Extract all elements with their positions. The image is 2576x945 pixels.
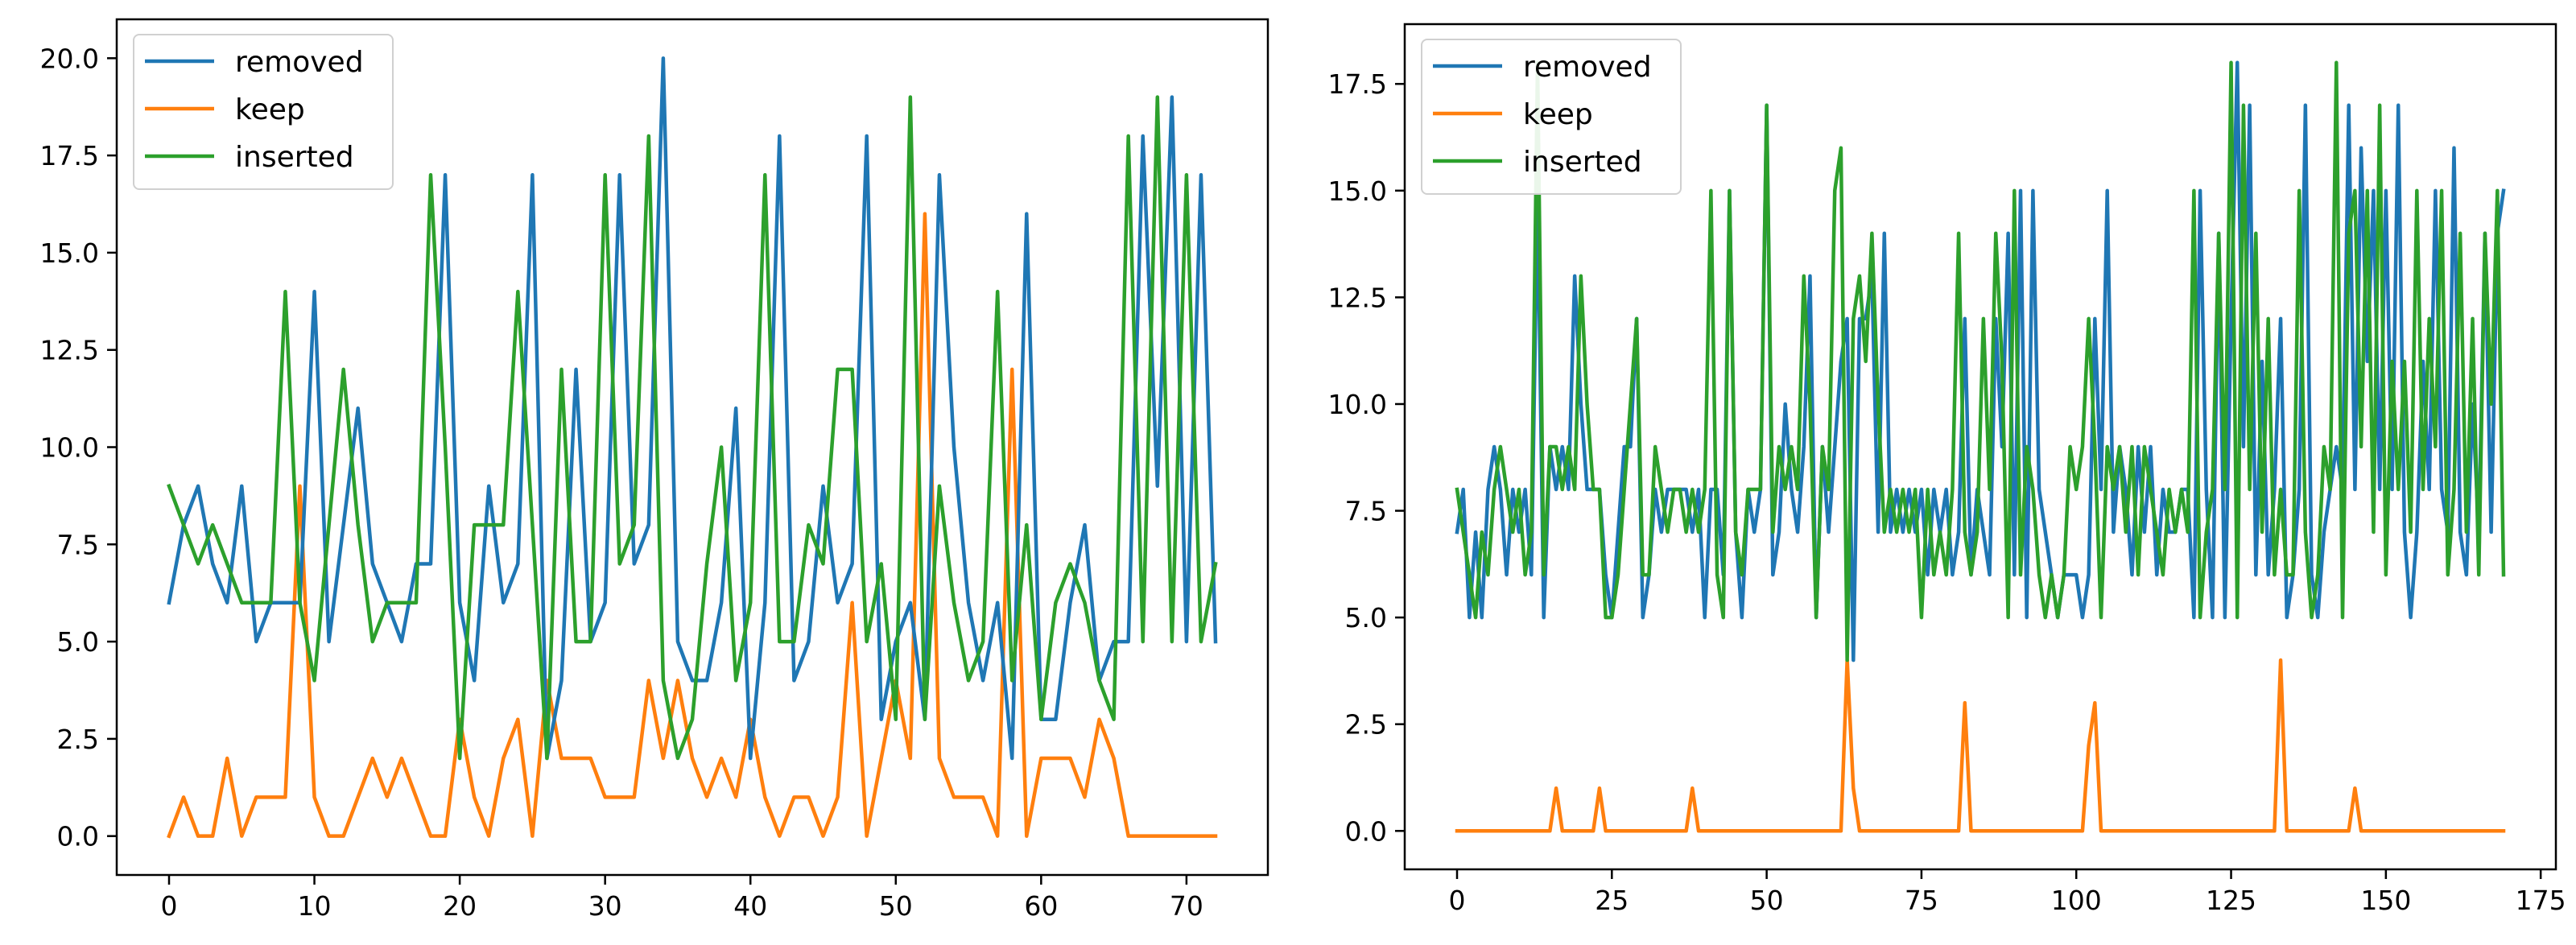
left-legend: removed keep inserted [133, 34, 394, 190]
left-y-tick-label: 17.5 [40, 140, 99, 171]
right-legend-label-removed: removed [1523, 51, 1652, 84]
right-legend: removed keep inserted [1421, 39, 1682, 195]
left-legend-label-removed: removed [235, 46, 364, 79]
right-x-tick-label: 125 [2206, 885, 2256, 916]
left-legend-box [133, 34, 394, 190]
left-chart: 0 10 20 30 40 50 60 70 0.0 2.5 5.0 7.5 10.0 12.5 15.0… [40, 18, 1269, 922]
right-legend-label-keep: keep [1523, 98, 1593, 131]
right-y-tick-label: 2.5 [1345, 709, 1387, 741]
left-y-tick-label: 0.0 [57, 821, 99, 852]
right-series-removed-line [1455, 60, 2506, 662]
right-x-tick-label: 50 [1750, 885, 1784, 916]
right-x-tick-label: 75 [1905, 885, 1938, 916]
left-y-tick-label: 10.0 [40, 432, 99, 464]
left-y-axis: 0.0 2.5 5.0 7.5 10.0 12.5 15.0 17.5 20.0 [40, 43, 117, 852]
right-x-tick-label: 25 [1595, 885, 1629, 916]
right-x-tick-label: 100 [2051, 885, 2102, 916]
right-x-axis: 0 25 50 75 100 125 150 175 [1449, 869, 2566, 916]
left-x-tick-label: 50 [879, 890, 913, 922]
right-legend-box [1421, 39, 1682, 195]
left-y-tick-label: 5.0 [57, 626, 99, 658]
right-series-keep-line [1455, 658, 2506, 833]
right-y-tick-label: 0.0 [1345, 815, 1387, 847]
right-y-axis: 0.0 2.5 5.0 7.5 10.0 12.5 15.0 17.5 [1328, 68, 1405, 847]
right-y-tick-label: 5.0 [1345, 602, 1387, 633]
left-x-tick-label: 20 [443, 890, 477, 922]
left-x-tick-label: 70 [1170, 890, 1203, 922]
right-y-tick-label: 10.0 [1328, 389, 1387, 420]
right-x-tick-label: 0 [1449, 885, 1466, 916]
right-y-tick-label: 12.5 [1328, 282, 1387, 313]
left-y-tick-label: 7.5 [57, 529, 99, 560]
left-series-inserted-line [167, 95, 1218, 761]
left-legend-label-inserted: inserted [235, 141, 354, 174]
left-legend-label-keep: keep [235, 93, 305, 126]
left-x-tick-label: 10 [298, 890, 332, 922]
right-y-tick-label: 17.5 [1328, 68, 1387, 100]
left-x-tick-label: 60 [1024, 890, 1058, 922]
right-lines [1455, 60, 2506, 833]
left-y-tick-label: 12.5 [40, 335, 99, 366]
left-lines [167, 56, 1218, 839]
right-x-tick-label: 175 [2516, 885, 2566, 916]
right-y-tick-label: 15.0 [1328, 175, 1387, 207]
left-series-keep-line [167, 212, 1218, 839]
left-x-tick-label: 40 [733, 890, 767, 922]
right-chart: 0 25 50 75 100 125 150 175 0.0 2.5 5.0 7.5 10.0 12.5… [1328, 23, 2566, 916]
left-y-tick-label: 15.0 [40, 237, 99, 269]
left-x-tick-label: 30 [588, 890, 622, 922]
right-series-inserted-line [1455, 60, 2506, 662]
left-y-tick-label: 20.0 [40, 43, 99, 74]
left-y-tick-label: 2.5 [57, 724, 99, 755]
right-legend-label-inserted: inserted [1523, 146, 1642, 179]
left-x-tick-label: 0 [161, 890, 178, 922]
right-y-tick-label: 7.5 [1345, 496, 1387, 527]
right-x-tick-label: 150 [2360, 885, 2411, 916]
right-axes-frame [1403, 23, 2557, 871]
left-x-axis: 0 10 20 30 40 50 60 70 [161, 875, 1203, 922]
